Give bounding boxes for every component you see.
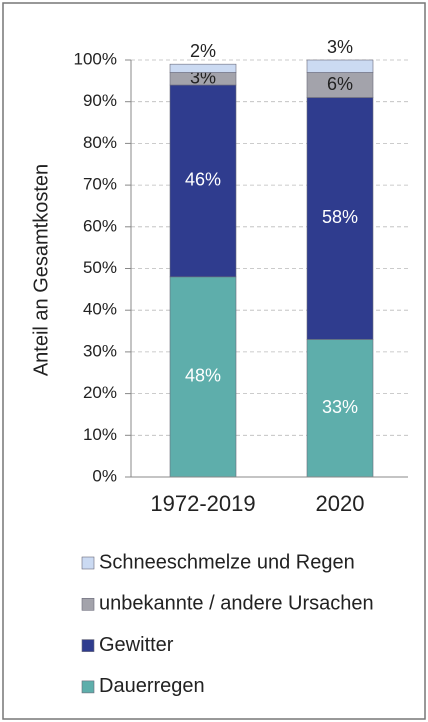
legend-swatch	[81, 639, 95, 652]
data-label: 46%	[185, 170, 221, 190]
y-axis-label: Anteil an Gesamtkosten	[30, 164, 52, 376]
y-tick-label: 60%	[83, 216, 117, 235]
bar-segment	[169, 84, 237, 278]
y-tick-label: 90%	[83, 91, 117, 110]
data-label: 48%	[185, 366, 221, 386]
legend-swatch	[81, 680, 95, 694]
data-label: 3%	[327, 37, 353, 57]
legend-label: unbekannte / andere Ursachen	[99, 593, 374, 615]
y-tick-label: 10%	[83, 425, 117, 444]
y-tick-label: 20%	[83, 383, 117, 402]
bar-segment	[306, 72, 374, 98]
y-tick-label: 80%	[83, 133, 117, 152]
y-tick-label: 0%	[92, 466, 117, 485]
y-tick-label: 40%	[83, 300, 117, 319]
legend-label: Schneeschmelze und Regen	[99, 551, 355, 573]
bar-segment	[306, 97, 374, 340]
y-tick-label: 70%	[83, 175, 117, 194]
legend-label: Gewitter	[99, 634, 174, 656]
bar-segment	[306, 59, 374, 73]
legend-swatch	[81, 597, 95, 611]
y-tick-label: 30%	[83, 341, 117, 360]
x-tick-label: 1972-2019	[150, 491, 255, 516]
bar-segment	[169, 276, 237, 478]
data-label: 2%	[190, 41, 216, 61]
data-label: 33%	[322, 397, 358, 417]
data-label: 6%	[327, 74, 353, 94]
y-tick-label: 50%	[83, 258, 117, 277]
x-tick-label: 2020	[316, 491, 365, 516]
legend-swatch	[81, 556, 95, 570]
legend-label: Dauerregen	[99, 675, 205, 697]
bar-segment	[169, 63, 237, 73]
y-tick-label: 100%	[74, 49, 117, 68]
bar-segment	[306, 339, 374, 478]
data-label: 58%	[322, 207, 358, 227]
